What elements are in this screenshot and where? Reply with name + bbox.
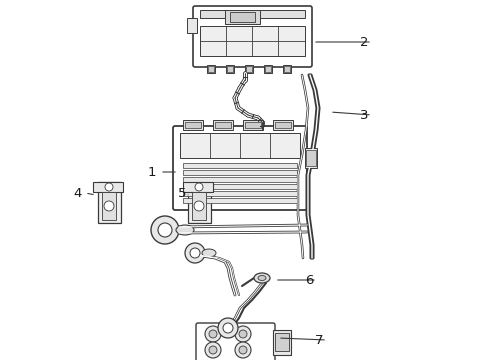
Ellipse shape	[254, 273, 270, 283]
Bar	[283, 65, 291, 73]
Circle shape	[151, 216, 179, 244]
Text: 6: 6	[305, 274, 314, 287]
Bar	[265, 66, 271, 72]
Bar	[273, 330, 291, 355]
Bar	[215, 122, 231, 128]
FancyBboxPatch shape	[193, 6, 312, 67]
Bar	[245, 122, 261, 128]
Circle shape	[104, 201, 114, 211]
Bar	[183, 120, 203, 130]
Bar	[226, 65, 234, 73]
Bar	[225, 10, 260, 24]
Circle shape	[190, 248, 200, 258]
Circle shape	[239, 330, 247, 338]
Bar	[192, 192, 206, 220]
Text: 7: 7	[315, 333, 323, 346]
FancyBboxPatch shape	[173, 126, 307, 210]
Bar	[200, 26, 305, 56]
Circle shape	[235, 342, 251, 358]
Circle shape	[194, 201, 204, 211]
Circle shape	[185, 243, 205, 263]
Ellipse shape	[176, 225, 194, 235]
Bar	[264, 65, 272, 73]
Bar	[243, 120, 263, 130]
Bar	[284, 66, 290, 72]
Bar	[306, 150, 316, 166]
Bar	[183, 198, 297, 203]
Circle shape	[235, 326, 251, 342]
FancyBboxPatch shape	[188, 181, 211, 222]
Bar	[180, 133, 300, 158]
Text: 1: 1	[148, 166, 156, 179]
Circle shape	[105, 183, 113, 191]
Bar	[200, 10, 305, 18]
Bar	[273, 120, 293, 130]
Bar	[275, 333, 289, 351]
Text: 5: 5	[178, 186, 187, 199]
Text: 4: 4	[73, 186, 81, 199]
Bar	[246, 66, 252, 72]
Ellipse shape	[202, 249, 216, 257]
Bar	[93, 182, 123, 192]
FancyBboxPatch shape	[196, 323, 275, 360]
Circle shape	[205, 342, 221, 358]
Circle shape	[209, 330, 217, 338]
Bar	[183, 191, 297, 196]
Circle shape	[205, 326, 221, 342]
Circle shape	[158, 223, 172, 237]
Bar	[183, 163, 297, 168]
Text: 3: 3	[360, 108, 368, 122]
Bar	[185, 122, 201, 128]
Bar	[208, 66, 214, 72]
Bar	[183, 177, 297, 182]
Bar	[187, 18, 197, 33]
Bar	[245, 65, 253, 73]
Bar	[207, 65, 215, 73]
Circle shape	[218, 318, 238, 338]
Bar	[305, 148, 317, 168]
FancyBboxPatch shape	[98, 181, 121, 222]
Circle shape	[223, 323, 233, 333]
Bar	[183, 184, 297, 189]
Bar	[102, 192, 116, 220]
Bar	[183, 170, 297, 175]
Circle shape	[209, 346, 217, 354]
Ellipse shape	[258, 275, 266, 280]
Circle shape	[195, 183, 203, 191]
Bar	[275, 122, 291, 128]
Bar	[230, 12, 255, 22]
Text: 2: 2	[360, 36, 368, 49]
Bar	[213, 120, 233, 130]
Circle shape	[239, 346, 247, 354]
Bar	[183, 182, 213, 192]
Bar	[227, 66, 233, 72]
